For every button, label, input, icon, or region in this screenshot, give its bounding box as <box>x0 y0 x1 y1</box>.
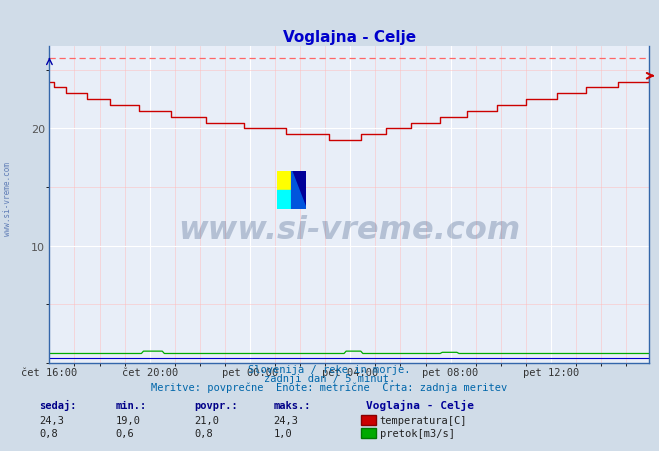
Text: 1,0: 1,0 <box>273 428 292 438</box>
Polygon shape <box>291 171 306 210</box>
Bar <box>277 190 291 210</box>
Text: 21,0: 21,0 <box>194 414 219 424</box>
Text: Slovenija / reke in morje.: Slovenija / reke in morje. <box>248 364 411 374</box>
Text: zadnji dan / 5 minut.: zadnji dan / 5 minut. <box>264 373 395 383</box>
Bar <box>291 171 306 210</box>
Title: Voglajna - Celje: Voglajna - Celje <box>283 30 416 45</box>
Text: 24,3: 24,3 <box>40 414 65 424</box>
Text: 19,0: 19,0 <box>115 414 140 424</box>
Text: pretok[m3/s]: pretok[m3/s] <box>380 428 455 438</box>
Text: www.si-vreme.com: www.si-vreme.com <box>3 161 13 235</box>
Text: 24,3: 24,3 <box>273 414 299 424</box>
Text: Meritve: povprečne  Enote: metrične  Črta: zadnja meritev: Meritve: povprečne Enote: metrične Črta:… <box>152 380 507 392</box>
Text: Voglajna - Celje: Voglajna - Celje <box>366 399 474 410</box>
Text: www.si-vreme.com: www.si-vreme.com <box>178 215 521 246</box>
Bar <box>277 171 291 190</box>
Text: maks.:: maks.: <box>273 400 311 410</box>
Text: 0,6: 0,6 <box>115 428 134 438</box>
Text: 0,8: 0,8 <box>40 428 58 438</box>
Text: min.:: min.: <box>115 400 146 410</box>
Text: 0,8: 0,8 <box>194 428 213 438</box>
Text: sedaj:: sedaj: <box>40 399 77 410</box>
Text: temperatura[C]: temperatura[C] <box>380 415 467 425</box>
Text: povpr.:: povpr.: <box>194 400 238 410</box>
